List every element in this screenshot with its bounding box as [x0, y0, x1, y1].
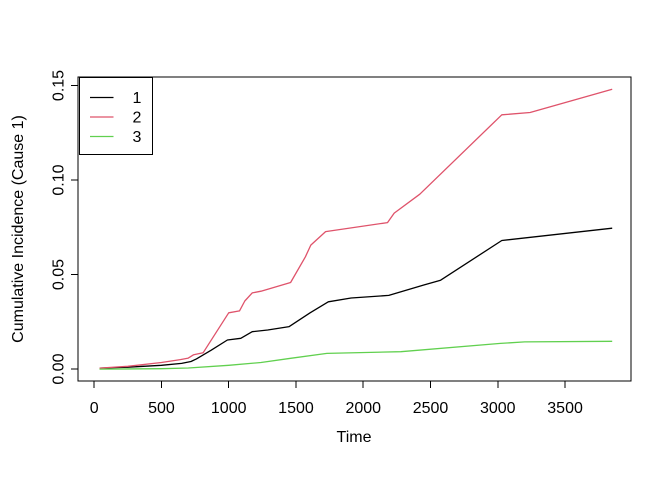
legend: 1 2 3: [79, 77, 153, 155]
x-tick-label: 0: [90, 400, 99, 417]
legend-entry: 1: [90, 90, 142, 107]
x-tick-label: 3000: [480, 400, 516, 417]
legend-label-series-2: 2: [133, 110, 142, 127]
x-axis-title: Time: [337, 429, 372, 446]
x-tick-label: 3500: [547, 400, 583, 417]
legend-entry: 3: [90, 129, 142, 146]
plot-frame: [77, 76, 632, 382]
series-line-1: [99, 227, 613, 369]
legend-box: [79, 77, 153, 155]
x-tick-label: 2000: [345, 400, 381, 417]
x-tick-label: 1000: [211, 400, 247, 417]
y-tick-label: 0.00: [51, 353, 68, 384]
x-tick-label: 2500: [413, 400, 449, 417]
y-tick-label: 0.05: [51, 259, 68, 290]
x-tick-label: 1500: [278, 400, 314, 417]
y-axis: 0.00 0.05 0.10 0.15: [51, 70, 78, 385]
series-line-2: [99, 88, 613, 369]
x-axis: 0 500 1000 1500 2000 2500 3000 3500: [90, 381, 583, 417]
series-lines: [99, 88, 613, 370]
series-line-3: [99, 340, 613, 370]
y-axis-title: Cumulative Incidence (Cause 1): [10, 115, 27, 343]
y-tick-label: 0.10: [51, 164, 68, 195]
legend-label-series-1: 1: [133, 90, 142, 107]
legend-label-series-3: 3: [133, 129, 142, 146]
legend-entry: 2: [90, 110, 142, 127]
x-tick-label: 500: [148, 400, 175, 417]
y-tick-label: 0.15: [51, 70, 68, 101]
